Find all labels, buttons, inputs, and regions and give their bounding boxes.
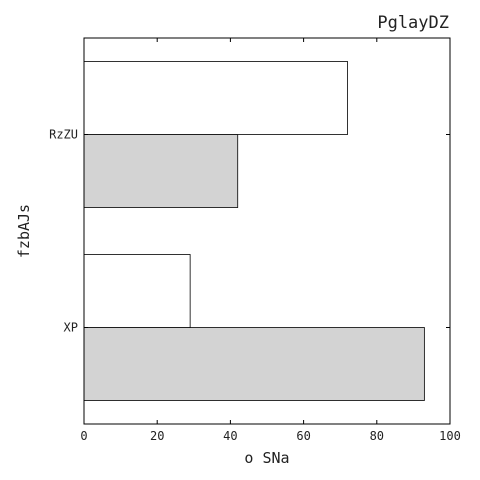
y-tick-label-xp: XP [64, 321, 78, 335]
x-axis-label: o SNa [244, 449, 289, 467]
y-tick-label-rzzu: RzZU [49, 128, 78, 142]
bar-series2-rzzu [83, 61, 348, 135]
y-axis-label: fzbAJs [15, 204, 33, 258]
bar-series1-xp [83, 327, 425, 401]
x-tick-label: 20 [150, 429, 164, 443]
y-axis-ticks: XP RzZU [49, 128, 450, 335]
bars-group [83, 61, 425, 401]
bar-series1-rzzu [83, 134, 239, 208]
x-tick-label: 0 [80, 429, 87, 443]
x-tick-label: 100 [439, 429, 461, 443]
bar-series2-xp [83, 254, 191, 328]
x-tick-label: 40 [223, 429, 237, 443]
x-tick-label: 60 [296, 429, 310, 443]
x-axis-ticks: 0 20 40 60 80 100 [80, 38, 461, 443]
chart-title: PglayDZ [377, 13, 449, 33]
x-tick-label: 80 [370, 429, 384, 443]
plot-frame [83, 37, 451, 425]
